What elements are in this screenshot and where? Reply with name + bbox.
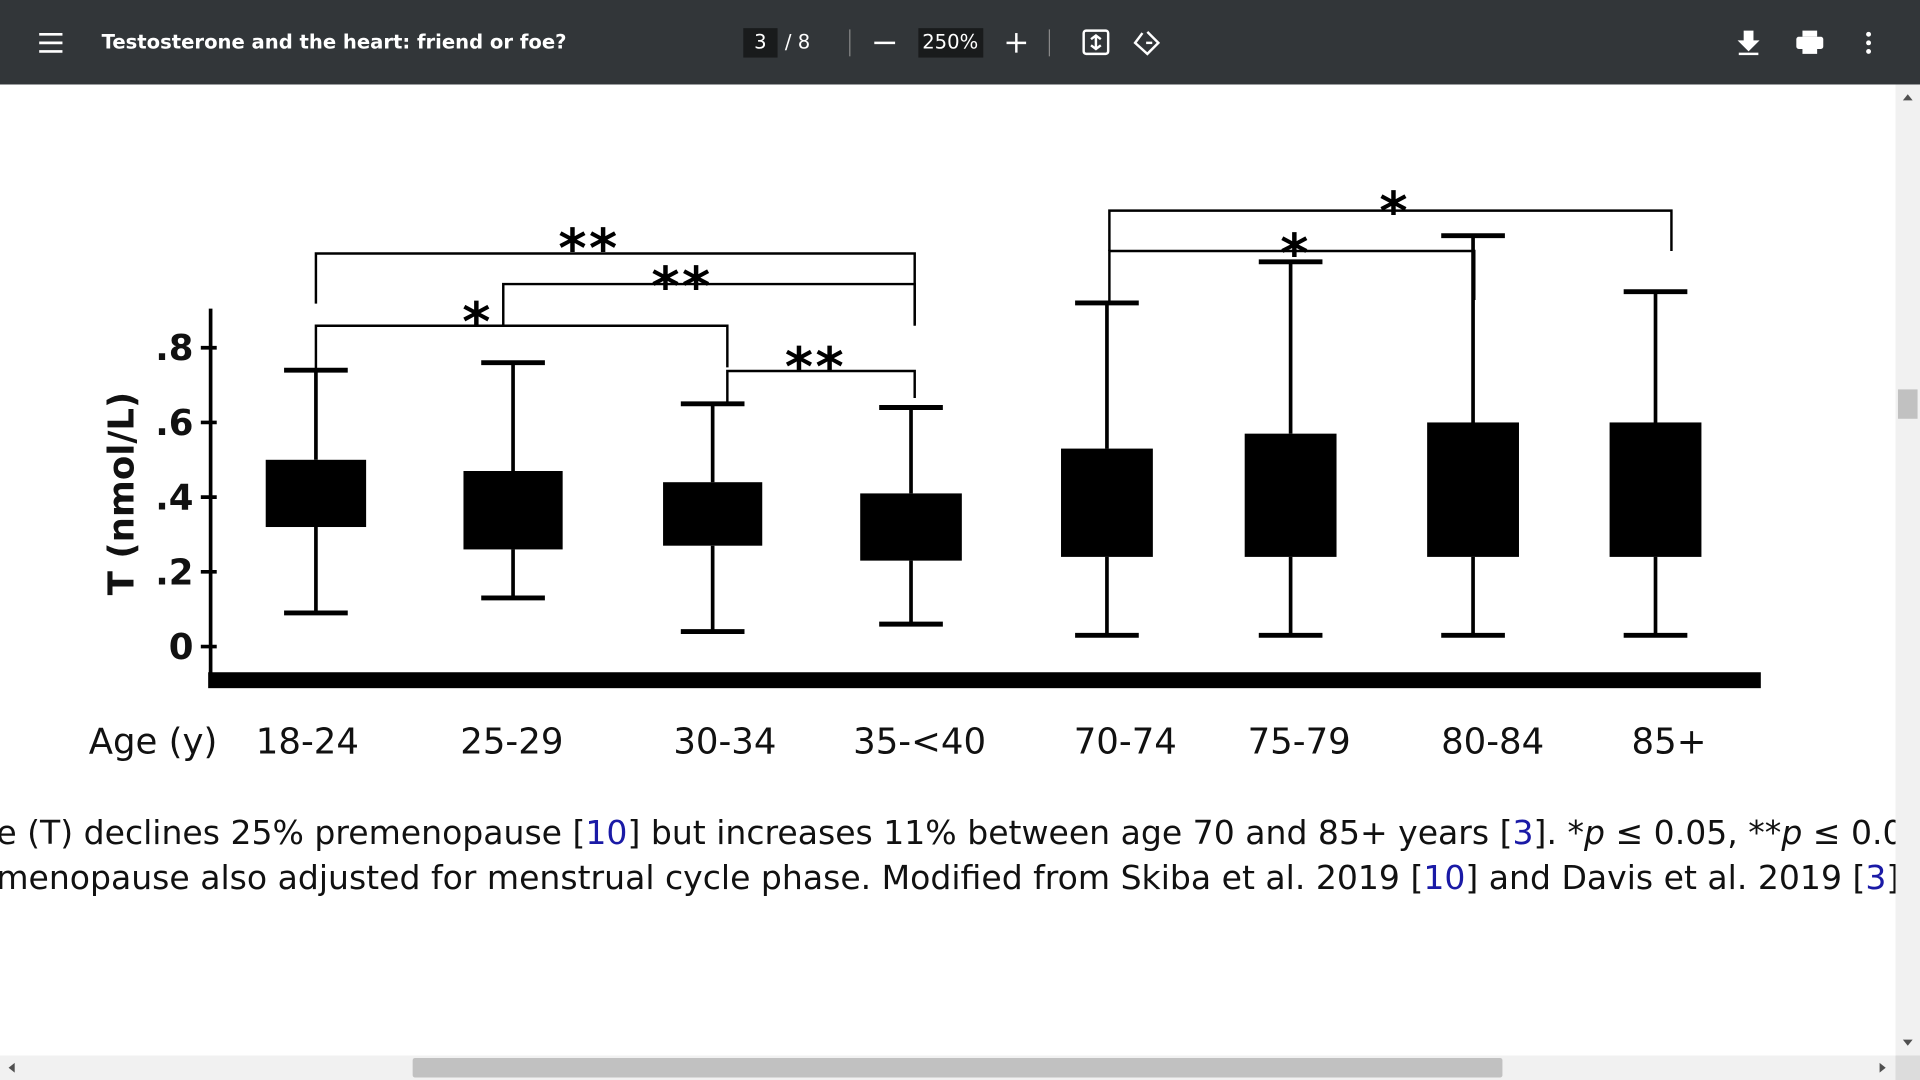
fit-page[interactable] <box>1082 29 1110 56</box>
box <box>1609 422 1702 557</box>
caption-text: ] and Davis et al. 2019 [ <box>1465 858 1865 897</box>
horizontal-scroll-thumb[interactable] <box>412 1057 1503 1078</box>
caption-text: p <box>1780 812 1802 851</box>
caption-text: ≤ 0.01, ac <box>1802 812 1920 851</box>
y-tick-label: .4 <box>155 478 193 519</box>
y-tick-label: .2 <box>155 552 193 593</box>
significance-marker: * <box>462 290 493 353</box>
x-tick-label: 35-<40 <box>853 721 986 762</box>
y-tick-label: .8 <box>155 328 193 369</box>
rotate[interactable] <box>1133 30 1161 56</box>
x-axis <box>208 672 1761 689</box>
page-total: / 8 <box>785 30 810 53</box>
significance-marker: * <box>1280 222 1311 285</box>
more-menu[interactable] <box>1866 31 1872 54</box>
citation-link[interactable]: 3 <box>1513 812 1534 851</box>
box <box>860 493 962 561</box>
significance-bracket <box>726 369 916 403</box>
citation-link[interactable]: 10 <box>1423 858 1465 897</box>
box <box>1061 448 1153 557</box>
citation-link[interactable]: 3 <box>1865 858 1886 897</box>
significance-bracket <box>502 282 916 326</box>
significance-marker: ** <box>785 336 846 399</box>
zoom-input[interactable] <box>918 28 984 58</box>
x-tick-label: 30-34 <box>673 721 776 762</box>
caption-text: e (T) declines 25% premenopause [ <box>0 812 585 851</box>
document-title: Testosterone and the heart: friend or fo… <box>102 30 567 53</box>
significance-marker: * <box>1379 180 1410 243</box>
caption-text: ]. <box>1886 858 1909 897</box>
x-tick-label: 80-84 <box>1441 721 1544 762</box>
box <box>663 482 763 546</box>
y-axis-label: T (nmol/L) <box>102 392 143 595</box>
scroll-corner <box>1895 1055 1920 1080</box>
x-tick-label: 25-29 <box>460 721 563 762</box>
caption-text: menopause also adjusted for menstrual cy… <box>0 858 1423 897</box>
significance-marker: ** <box>558 217 619 280</box>
document-page: T (nmol/L) Age (y) e (T) declines 25% pr… <box>0 180 1920 897</box>
download[interactable] <box>1737 30 1760 56</box>
box <box>1244 433 1337 557</box>
vertical-scrollbar[interactable] <box>1895 84 1920 1056</box>
y-tick-label: .6 <box>155 403 193 444</box>
x-tick-label: 75-79 <box>1248 721 1351 762</box>
caption-text: ] but increases 11% between age 70 and 8… <box>627 812 1512 851</box>
vertical-scroll-thumb[interactable] <box>1897 389 1918 419</box>
citation-link[interactable]: 10 <box>585 812 627 851</box>
significance-bracket <box>1108 209 1673 252</box>
significance-bracket <box>314 324 729 372</box>
caption-line: e (T) declines 25% premenopause [10] but… <box>0 812 1920 851</box>
x-tick-label: 70-74 <box>1074 721 1177 762</box>
x-axis-label: Age (y) <box>89 721 218 762</box>
caption-text: ]. * <box>1534 812 1584 851</box>
box <box>463 471 563 550</box>
zoom-value[interactable]: 250% <box>922 30 978 53</box>
significance-bracket <box>1108 249 1476 304</box>
zoom-in[interactable] <box>1006 33 1027 53</box>
print[interactable] <box>1796 30 1824 54</box>
caption-line: menopause also adjusted for menstrual cy… <box>0 858 1910 897</box>
page-input[interactable] <box>743 28 778 58</box>
caption-text: ≤ 0.05, ** <box>1605 812 1781 851</box>
significance-marker: ** <box>651 255 712 318</box>
box <box>265 459 367 528</box>
page-current[interactable]: 3 <box>754 30 766 53</box>
caption-text: p <box>1583 812 1605 851</box>
x-tick-label: 18-24 <box>256 721 359 762</box>
box <box>1427 422 1519 557</box>
x-tick-label: 85+ <box>1632 721 1707 762</box>
menu-button[interactable] <box>39 32 63 53</box>
y-tick-label: 0 <box>169 627 194 668</box>
